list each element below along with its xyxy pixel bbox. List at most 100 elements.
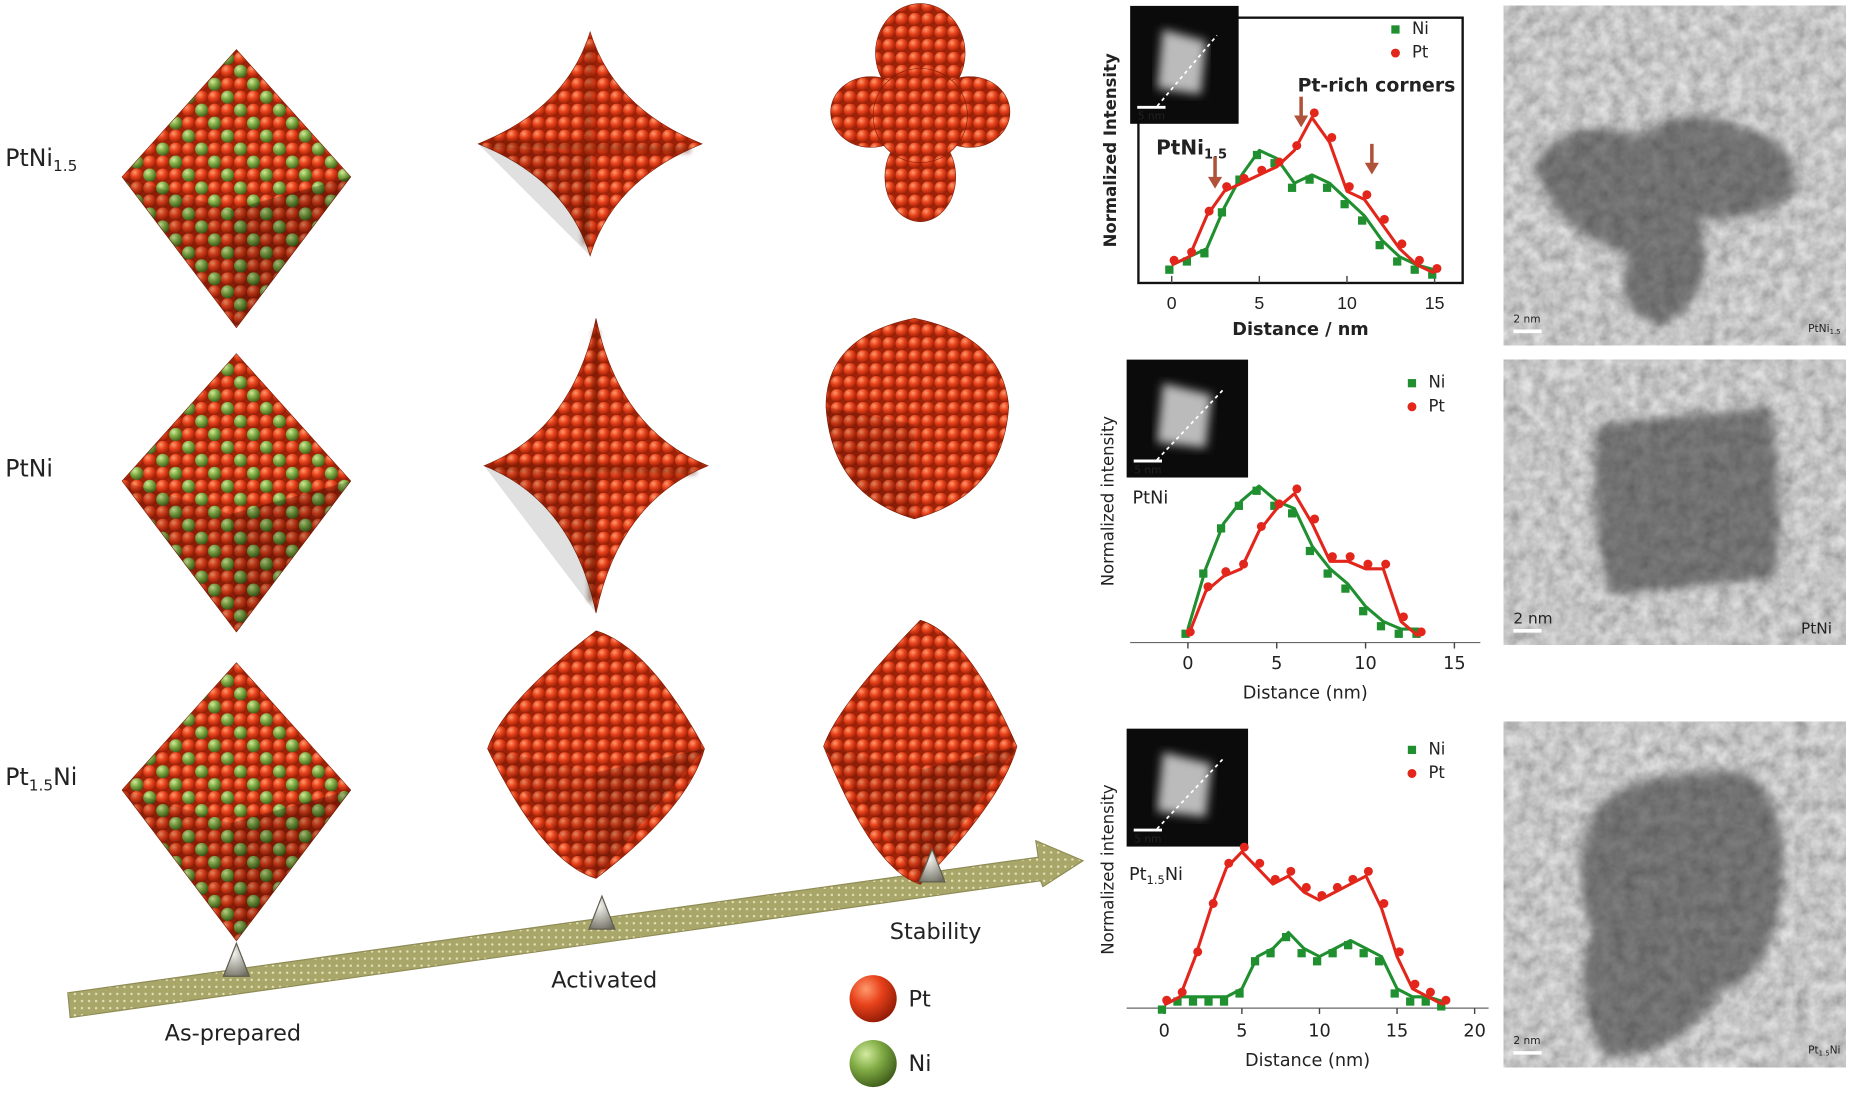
data-point: [1414, 255, 1424, 265]
data-point: [1416, 627, 1426, 637]
x-axis-label: Distance / nm: [1232, 320, 1368, 340]
data-point: [1270, 159, 1279, 168]
particle-shade: [596, 748, 705, 879]
row-label-main: Pt: [5, 763, 28, 791]
data-point: [1297, 949, 1306, 958]
data-point: [1193, 947, 1203, 957]
data-point: [1270, 874, 1280, 884]
legend-ball: [849, 1039, 897, 1088]
data-point: [1437, 1002, 1446, 1011]
legend-label: Ni: [1412, 19, 1429, 38]
data-point: [1381, 559, 1391, 569]
particle-shade: [487, 748, 597, 879]
x-tick-label: 10: [1308, 1022, 1331, 1042]
data-point: [1379, 899, 1389, 908]
x-tick-label: 0: [1159, 1022, 1170, 1042]
data-point: [1322, 183, 1332, 192]
tem-particle: [1594, 406, 1780, 596]
x-tick-label: 20: [1463, 1022, 1485, 1042]
data-point: [1359, 949, 1368, 958]
legend-label: Pt: [1428, 763, 1445, 782]
progress-arrow: [67, 839, 1085, 1019]
data-point: [1208, 899, 1218, 908]
data-point: [1266, 949, 1275, 958]
x-tick-label: 10: [1337, 293, 1357, 313]
data-point: [1219, 997, 1229, 1006]
data-point: [1169, 255, 1179, 265]
sample-label-sub: 1.5: [1147, 873, 1165, 887]
data-point: [1348, 874, 1358, 884]
stage-label: Activated: [551, 967, 657, 993]
data-point: [1358, 216, 1367, 225]
legend-label: Ni: [908, 1051, 931, 1077]
particle-shade: [920, 746, 1017, 885]
legend-marker: [1407, 745, 1417, 755]
particle: [825, 318, 1010, 520]
tem-scale-label: 2 nm: [1513, 313, 1540, 326]
x-tick-label: 5: [1254, 293, 1264, 313]
sample-label-after: Ni: [1165, 865, 1183, 885]
data-point: [1393, 257, 1402, 266]
legend-marker: [1407, 768, 1417, 778]
data-point: [1222, 182, 1232, 192]
x-tick-label: 0: [1182, 654, 1193, 674]
data-point: [1187, 247, 1197, 257]
legend-marker: [1407, 402, 1417, 412]
row-label-after: Ni: [53, 763, 77, 791]
data-point: [1188, 997, 1198, 1006]
legend-marker: [1390, 48, 1400, 58]
data-point: [1274, 157, 1284, 167]
series-line: [1171, 116, 1436, 275]
inset-particle: [1157, 29, 1207, 95]
data-point: [1344, 941, 1353, 950]
y-axis-label: Normalized intensity: [1098, 784, 1117, 955]
row-label-sub: 1.5: [53, 157, 77, 175]
data-point: [1375, 240, 1384, 250]
particle-shade: [122, 176, 237, 328]
inset-scan: [1156, 757, 1225, 830]
x-axis-label: Distance (nm): [1243, 683, 1368, 703]
tem-label-sub: 1.5: [1819, 1050, 1830, 1058]
data-point: [1292, 484, 1302, 494]
data-point: [1305, 546, 1315, 556]
data-point: [1200, 249, 1209, 258]
particle-groove: [489, 43, 691, 245]
data-point: [1270, 501, 1279, 510]
stage-marker: [222, 941, 251, 977]
annotation-arrowhead: [1364, 162, 1379, 175]
row-label-main: PtNi: [5, 144, 53, 172]
particle-groove: [495, 330, 697, 602]
data-point: [1317, 890, 1327, 900]
particle-lobe: [872, 68, 968, 164]
legend-label: Pt: [1412, 43, 1429, 62]
data-point: [1255, 858, 1265, 868]
particle-shade: [478, 143, 591, 256]
tem-label: Pt1.5Ni: [1808, 1044, 1840, 1058]
stage-marker: [918, 847, 946, 883]
data-point: [1162, 995, 1172, 1005]
data-point: [1177, 987, 1187, 997]
tem-label-after: Ni: [1830, 1044, 1841, 1057]
legend-ball: [849, 975, 897, 1023]
particle: [823, 619, 1018, 885]
tem-scale-label: 2 nm: [1513, 1034, 1540, 1047]
inset-particle: [1156, 752, 1212, 818]
data-point: [1274, 499, 1284, 509]
tem-label-main: PtNi: [1801, 619, 1832, 637]
data-point: [1288, 509, 1297, 518]
particle-shade: [230, 789, 351, 941]
particle: [121, 353, 352, 633]
data-point: [1165, 265, 1174, 274]
legend-label: Pt: [1428, 396, 1445, 415]
sample-label: Pt1.5Ni: [1129, 865, 1183, 887]
data-point: [1332, 882, 1342, 892]
data-point: [1281, 932, 1291, 942]
tem-label-main: PtNi: [1808, 322, 1829, 335]
data-point: [1421, 997, 1430, 1006]
plot-frame: [1137, 16, 1464, 285]
y-axis-label: Normalized Intensity: [1101, 53, 1120, 247]
x-tick-label: 10: [1354, 654, 1377, 674]
particle: [487, 630, 705, 879]
data-point: [1428, 270, 1437, 279]
